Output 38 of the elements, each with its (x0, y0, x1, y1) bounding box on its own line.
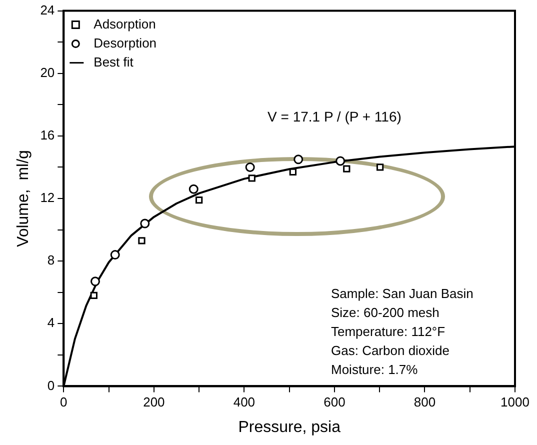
annotation: Moisture: 1.7% (331, 362, 418, 378)
y-tick-label: 24 (40, 2, 55, 18)
y-tick-label: 0 (47, 378, 55, 393)
y-tick-label: 16 (40, 128, 55, 143)
point (376, 164, 384, 171)
x-tick-label: 800 (414, 394, 436, 410)
point (289, 168, 297, 176)
point (245, 162, 255, 172)
x-axis-title: Pressure, psia (238, 418, 341, 436)
annotation: Temperature: 112°F (331, 324, 446, 340)
legend-label: Best fit (94, 54, 134, 70)
y-tick-label: 8 (47, 252, 55, 268)
point (343, 165, 350, 172)
legend-label: Desorption (94, 35, 157, 50)
y-axis-title: Volume, ml/g (15, 150, 32, 247)
point (140, 218, 150, 228)
point (336, 156, 346, 166)
x-tick-label: 1000 (500, 394, 530, 410)
y-tick-label: 4 (47, 315, 55, 330)
point (138, 237, 146, 244)
y-tick-label: 20 (40, 64, 55, 80)
legend-label: Adsorption (94, 16, 156, 32)
point (110, 250, 120, 260)
x-tick-label: 400 (233, 394, 256, 410)
x-tick-label: 600 (324, 394, 346, 410)
point (195, 196, 203, 204)
point (90, 292, 98, 300)
y-tick-label: 12 (40, 190, 55, 206)
point (248, 174, 256, 182)
x-tick-label: 0 (60, 394, 68, 410)
annotation: V = 17.1 P / (P + 116) (268, 108, 402, 125)
x-tick-label: 200 (143, 394, 165, 410)
annotation: Sample: San Juan Basin (331, 286, 474, 302)
annotation: Size: 60-200 mesh (331, 305, 440, 320)
point (188, 184, 198, 194)
annotation: Gas: Carbon dioxide (331, 343, 450, 358)
point (294, 154, 304, 164)
point (90, 276, 100, 286)
